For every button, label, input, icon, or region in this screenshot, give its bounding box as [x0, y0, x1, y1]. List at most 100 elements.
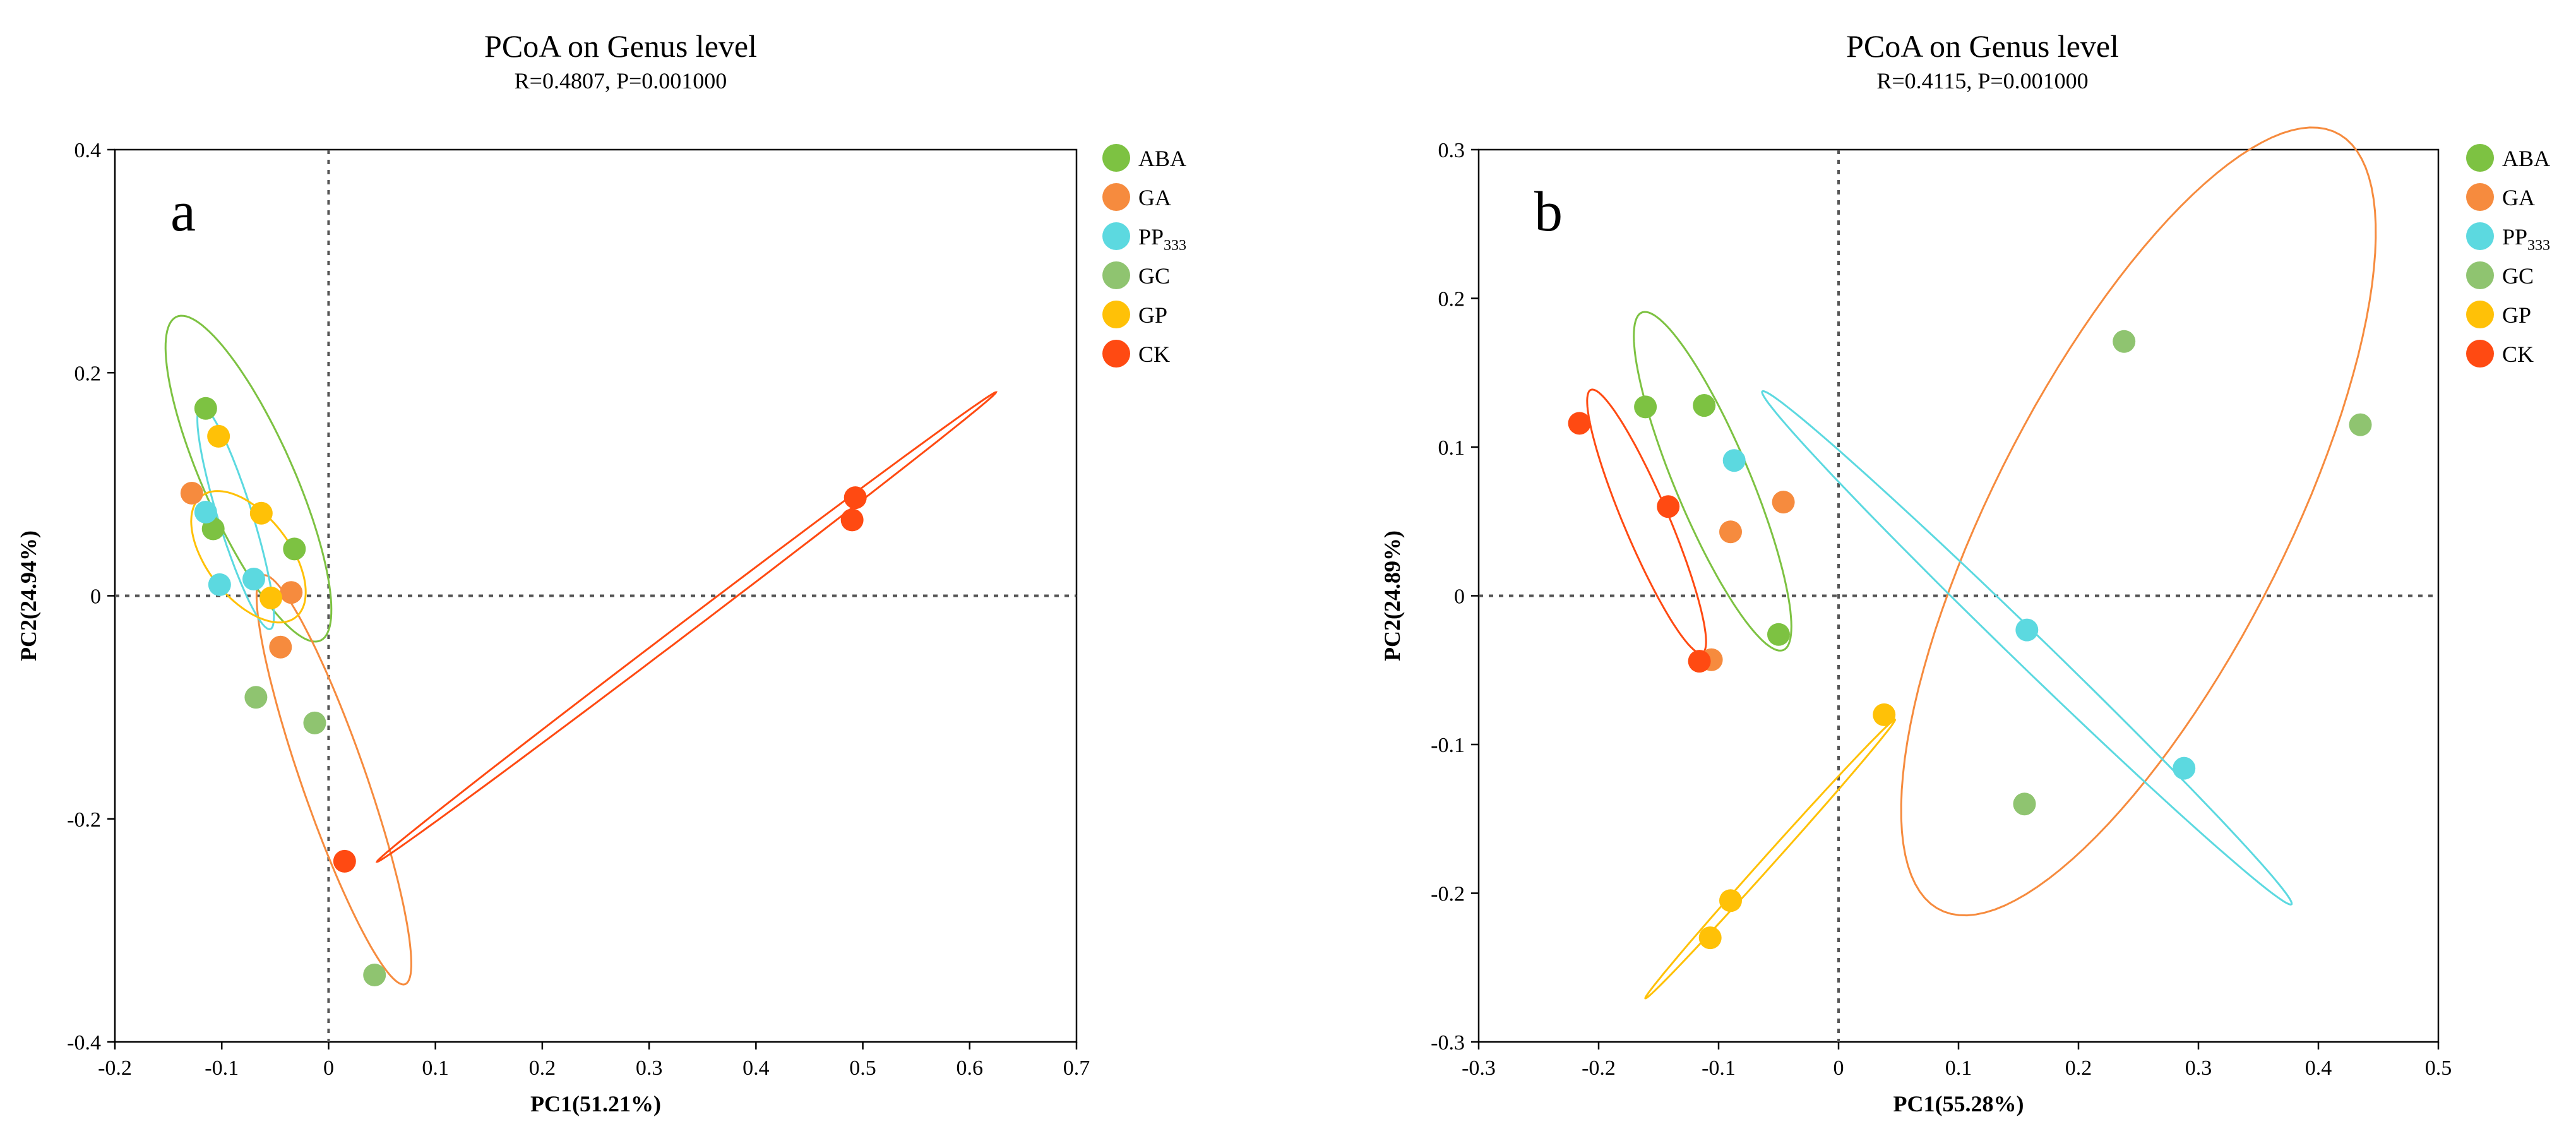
legend-marker-gp: [2466, 301, 2494, 328]
x-axis-label: PC1(55.28%): [1893, 1091, 2024, 1116]
legend-label-ga: GA: [1138, 185, 1171, 210]
confidence-ellipse-pp: [1761, 390, 2293, 906]
confidence-ellipse-ga: [1900, 126, 2377, 917]
legend-label-pp: PP333: [2502, 224, 2550, 254]
x-tick-label: -0.1: [205, 1056, 239, 1080]
data-point-ga: [269, 635, 292, 659]
x-tick-label: -0.3: [1462, 1056, 1496, 1080]
data-point-aba: [1693, 394, 1716, 417]
legend-marker-pp: [1102, 222, 1130, 250]
data-point-pp: [194, 501, 217, 524]
data-point-aba: [1634, 395, 1657, 419]
data-point-gc: [363, 964, 386, 987]
chart-title: PCoA on Genus level: [484, 28, 757, 64]
data-point-gp: [207, 424, 230, 448]
data-point-gp: [1873, 703, 1896, 726]
y-tick-label: -0.4: [67, 1031, 101, 1055]
data-point-ga: [280, 581, 303, 604]
legend-label-pp: PP333: [1138, 224, 1186, 254]
data-point-pp: [2015, 618, 2039, 642]
x-tick-label: 0.1: [422, 1056, 449, 1080]
legend-label-gc: GC: [2502, 263, 2534, 289]
x-tick-label: -0.2: [1582, 1056, 1616, 1080]
data-point-pp: [1722, 449, 1746, 472]
legend-marker-gc: [1102, 261, 1130, 289]
legend-marker-gp: [1102, 301, 1130, 328]
legend-label-gc: GC: [1138, 263, 1170, 289]
x-tick-label: 0: [1834, 1056, 1844, 1080]
legend-label-ck: CK: [2502, 342, 2534, 367]
y-tick-label: 0: [90, 585, 101, 609]
data-point-ga: [1719, 520, 1742, 544]
y-tick-label: 0.1: [1438, 436, 1465, 460]
panel-letter: a: [170, 181, 196, 243]
legend-marker-ck: [1102, 340, 1130, 368]
legend-marker-gc: [2466, 261, 2494, 289]
legend-label-aba: ABA: [1138, 146, 1186, 171]
legend-marker-ck: [2466, 340, 2494, 368]
data-point-gp: [259, 587, 283, 610]
x-tick-label: 0: [323, 1056, 334, 1080]
y-tick-label: 0: [1454, 585, 1465, 609]
data-point-pp: [2173, 756, 2196, 780]
y-tick-label: 0.2: [1438, 288, 1465, 311]
x-tick-label: 0.1: [1945, 1056, 1972, 1080]
confidence-ellipse-ck: [375, 391, 998, 863]
data-point-gc: [2349, 413, 2372, 436]
x-axis-label: PC1(51.21%): [530, 1091, 661, 1116]
legend-marker-ga: [1102, 183, 1130, 211]
data-point-ck: [840, 508, 864, 532]
data-point-ga: [1772, 491, 1795, 514]
y-tick-label: -0.2: [1431, 883, 1465, 906]
confidence-ellipse-ck: [1586, 388, 1707, 655]
data-point-gp: [1719, 889, 1742, 912]
data-point-pp: [208, 573, 231, 596]
y-tick-label: 0.2: [75, 362, 102, 385]
data-point-gc: [2113, 330, 2136, 353]
data-point-gc: [2013, 792, 2036, 816]
legend-marker-aba: [1102, 144, 1130, 172]
data-point-aba: [283, 537, 306, 561]
data-point-gc: [244, 686, 268, 709]
x-tick-label: 0.2: [2065, 1056, 2092, 1080]
data-point-ck: [844, 486, 867, 510]
x-tick-label: 0.5: [849, 1056, 876, 1080]
x-tick-label: 0.2: [529, 1056, 556, 1080]
y-tick-label: -0.2: [67, 808, 101, 832]
panel-a: PCoA on Genus level R=0.4807, P=0.001000 -…: [16, 28, 1186, 1116]
data-point-gc: [303, 711, 326, 734]
legend-label-gp: GP: [1138, 302, 1167, 328]
legend-label-ga: GA: [2502, 185, 2535, 210]
data-point-gp: [1698, 926, 1722, 950]
panel-b: PCoA on Genus level R=0.4115, P=0.001000 -…: [1380, 28, 2550, 1116]
data-point-ck: [1568, 412, 1591, 435]
data-point-ck: [1657, 495, 1680, 518]
y-axis-label: PC2(24.94%): [16, 530, 41, 661]
y-tick-label: 0.3: [1438, 139, 1465, 162]
data-point-aba: [194, 397, 217, 420]
x-tick-label: 0.7: [1063, 1056, 1090, 1080]
panel-letter: b: [1534, 181, 1563, 243]
legend-marker-aba: [2466, 144, 2494, 172]
x-tick-label: 0.3: [636, 1056, 663, 1080]
legend-marker-pp: [2466, 222, 2494, 250]
legend-label-ck: CK: [1138, 342, 1170, 367]
y-tick-label: -0.1: [1431, 734, 1465, 757]
y-tick-label: 0.4: [75, 139, 102, 162]
x-tick-label: 0.3: [2185, 1056, 2212, 1080]
chart-subtitle: R=0.4115, P=0.001000: [1876, 68, 2088, 93]
data-point-aba: [1767, 623, 1790, 646]
x-tick-label: -0.1: [1702, 1056, 1736, 1080]
y-tick-label: -0.3: [1431, 1031, 1465, 1055]
legend-label-gp: GP: [2502, 302, 2531, 328]
chart-subtitle: R=0.4807, P=0.001000: [515, 68, 727, 93]
confidence-ellipse-aba: [1633, 311, 1792, 652]
x-tick-label: 0.6: [957, 1056, 984, 1080]
x-tick-label: 0.4: [2305, 1056, 2332, 1080]
confidence-ellipse-gp: [1644, 719, 1896, 1000]
data-point-pp: [242, 568, 265, 591]
x-tick-label: 0.5: [2425, 1056, 2452, 1080]
x-tick-label: 0.4: [742, 1056, 770, 1080]
data-point-ga: [180, 482, 203, 505]
